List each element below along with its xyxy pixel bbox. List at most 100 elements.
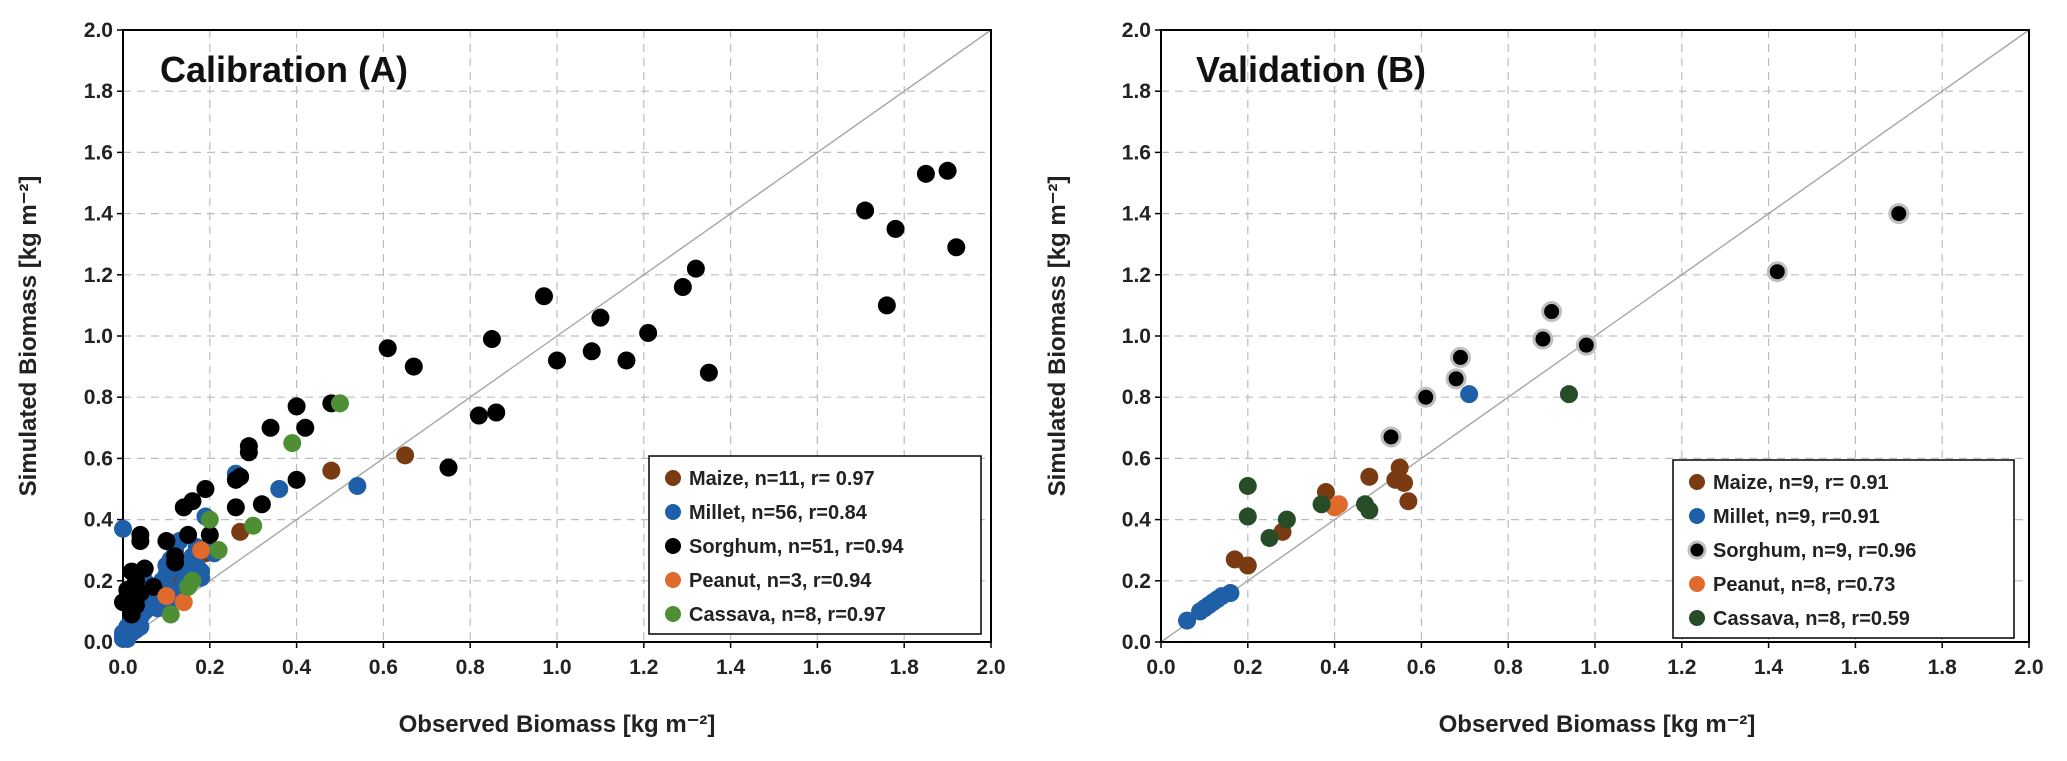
x-tick-label: 1.2 — [629, 656, 658, 679]
cassava-point — [283, 434, 302, 453]
y-tick-label: 2.0 — [1122, 19, 1151, 42]
cassava-point — [1238, 476, 1257, 495]
y-tick-label: 0.4 — [84, 509, 114, 532]
sorghum-point — [287, 397, 306, 416]
sorghum-point — [1541, 301, 1563, 323]
sorghum-point — [487, 403, 506, 422]
x-tick-label: 1.6 — [1841, 656, 1870, 679]
x-tick-label: 1.8 — [890, 656, 920, 679]
legend-marker-maize — [1689, 474, 1705, 490]
y-axis-label: Simulated Biomass [kg m⁻²] — [15, 176, 42, 497]
y-tick-label: 1.0 — [1122, 325, 1151, 348]
y-tick-label: 0.0 — [84, 631, 113, 654]
legend-marker-millet — [665, 504, 681, 520]
x-tick-label: 2.0 — [2014, 656, 2043, 679]
y-tick-label: 1.6 — [84, 141, 113, 164]
y-tick-label: 1.2 — [1122, 264, 1151, 287]
y-tick-label: 1.4 — [1122, 203, 1152, 226]
x-tick-label: 1.6 — [803, 656, 832, 679]
millet-point — [348, 476, 367, 495]
legend-label-sorghum: Sorghum, n=51, r=0.94 — [689, 536, 904, 558]
y-tick-label: 0.8 — [84, 386, 114, 409]
maize-point — [322, 461, 341, 480]
x-tick-label: 0.6 — [369, 656, 398, 679]
x-axis-label: Observed Biomass [kg m⁻²] — [399, 711, 716, 738]
y-tick-label: 1.2 — [84, 264, 113, 287]
legend-marker-peanut — [1689, 576, 1705, 592]
millet-point — [114, 519, 132, 538]
x-tick-label: 1.4 — [1754, 656, 1784, 679]
sorghum-point — [947, 238, 966, 257]
millet-point — [1460, 385, 1479, 404]
cassava-point — [1277, 510, 1296, 529]
sorghum-point — [482, 330, 501, 349]
sorghum-point — [174, 498, 193, 517]
x-tick-label: 0.2 — [195, 656, 224, 679]
x-tick-label: 1.2 — [1667, 656, 1696, 679]
y-tick-label: 0.6 — [1122, 447, 1151, 470]
peanut-point — [192, 541, 211, 560]
sorghum-point — [877, 296, 896, 315]
maize-point — [396, 446, 415, 465]
millet-point — [114, 626, 132, 645]
series-sorghum — [114, 161, 966, 624]
panel-title: Validation (B) — [1196, 49, 1426, 90]
cassava-point — [1312, 495, 1331, 514]
sorghum-point — [226, 498, 245, 517]
sorghum-point — [1380, 426, 1402, 448]
x-tick-label: 0.2 — [1233, 656, 1262, 679]
sorghum-point — [1888, 203, 1910, 225]
maize-point — [1238, 556, 1257, 575]
cassava-point — [161, 605, 180, 624]
y-tick-label: 1.0 — [84, 325, 113, 348]
y-tick-label: 1.4 — [84, 203, 114, 226]
legend-marker-sorghum — [1687, 540, 1707, 560]
maize-point — [1399, 492, 1418, 511]
sorghum-point — [1575, 334, 1597, 356]
sorghum-point — [1445, 368, 1467, 390]
sorghum-point — [131, 532, 150, 551]
cassava-point — [200, 510, 219, 529]
y-tick-label: 1.8 — [84, 80, 114, 103]
sorghum-point — [469, 406, 488, 425]
legend-box — [1672, 459, 2015, 639]
millet-point — [270, 480, 289, 498]
legend-label-peanut: Peanut, n=8, r=0.73 — [1713, 574, 1895, 596]
x-tick-label: 1.8 — [1928, 656, 1958, 679]
cassava-point — [1238, 507, 1257, 526]
series-cassava — [161, 394, 349, 624]
legend-label-cassava: Cassava, n=8, r=0.59 — [1713, 608, 1910, 630]
peanut-point — [174, 593, 193, 612]
cassava-point — [179, 577, 198, 596]
legend-marker-peanut — [665, 572, 681, 588]
sorghum-point — [226, 470, 245, 489]
sorghum-point — [617, 351, 636, 370]
panel-title: Calibration (A) — [160, 49, 408, 90]
one-to-one-line — [122, 29, 992, 643]
legend-label-maize: Maize, n=11, r= 0.97 — [689, 468, 875, 490]
legend-label-maize: Maize, n=9, r= 0.91 — [1713, 472, 1889, 494]
maize-point — [1395, 473, 1414, 492]
sorghum-point — [639, 323, 658, 342]
y-tick-label: 0.0 — [1122, 631, 1151, 654]
series-millet — [1178, 385, 1479, 630]
y-axis-label: Simulated Biomass [kg m⁻²] — [1044, 176, 1071, 497]
x-tick-label: 0.6 — [1407, 656, 1436, 679]
sorghum-point — [404, 357, 423, 376]
y-tick-label: 0.8 — [1122, 386, 1152, 409]
sorghum-point — [699, 363, 718, 382]
y-tick-label: 0.4 — [1122, 509, 1152, 532]
legend-label-millet: Millet, n=9, r=0.91 — [1713, 506, 1880, 528]
sorghum-point — [157, 532, 176, 551]
validation-panel: 0.0 0.2 0.4 0.6 0.8 1.0 1.2 1.4 1.6 1.8 2.0 0.0 0.2 0… — [1044, 19, 2044, 738]
sorghum-point — [122, 605, 141, 624]
legend-marker-millet — [1689, 508, 1705, 524]
legend-label-millet: Millet, n=56, r=0.84 — [689, 502, 868, 524]
cassava-point — [331, 394, 349, 413]
cassava-point — [244, 516, 263, 535]
sorghum-point — [261, 418, 280, 437]
x-tick-label: 0.8 — [456, 656, 486, 679]
series-peanut — [157, 541, 211, 612]
y-tick-label: 1.6 — [1122, 141, 1151, 164]
